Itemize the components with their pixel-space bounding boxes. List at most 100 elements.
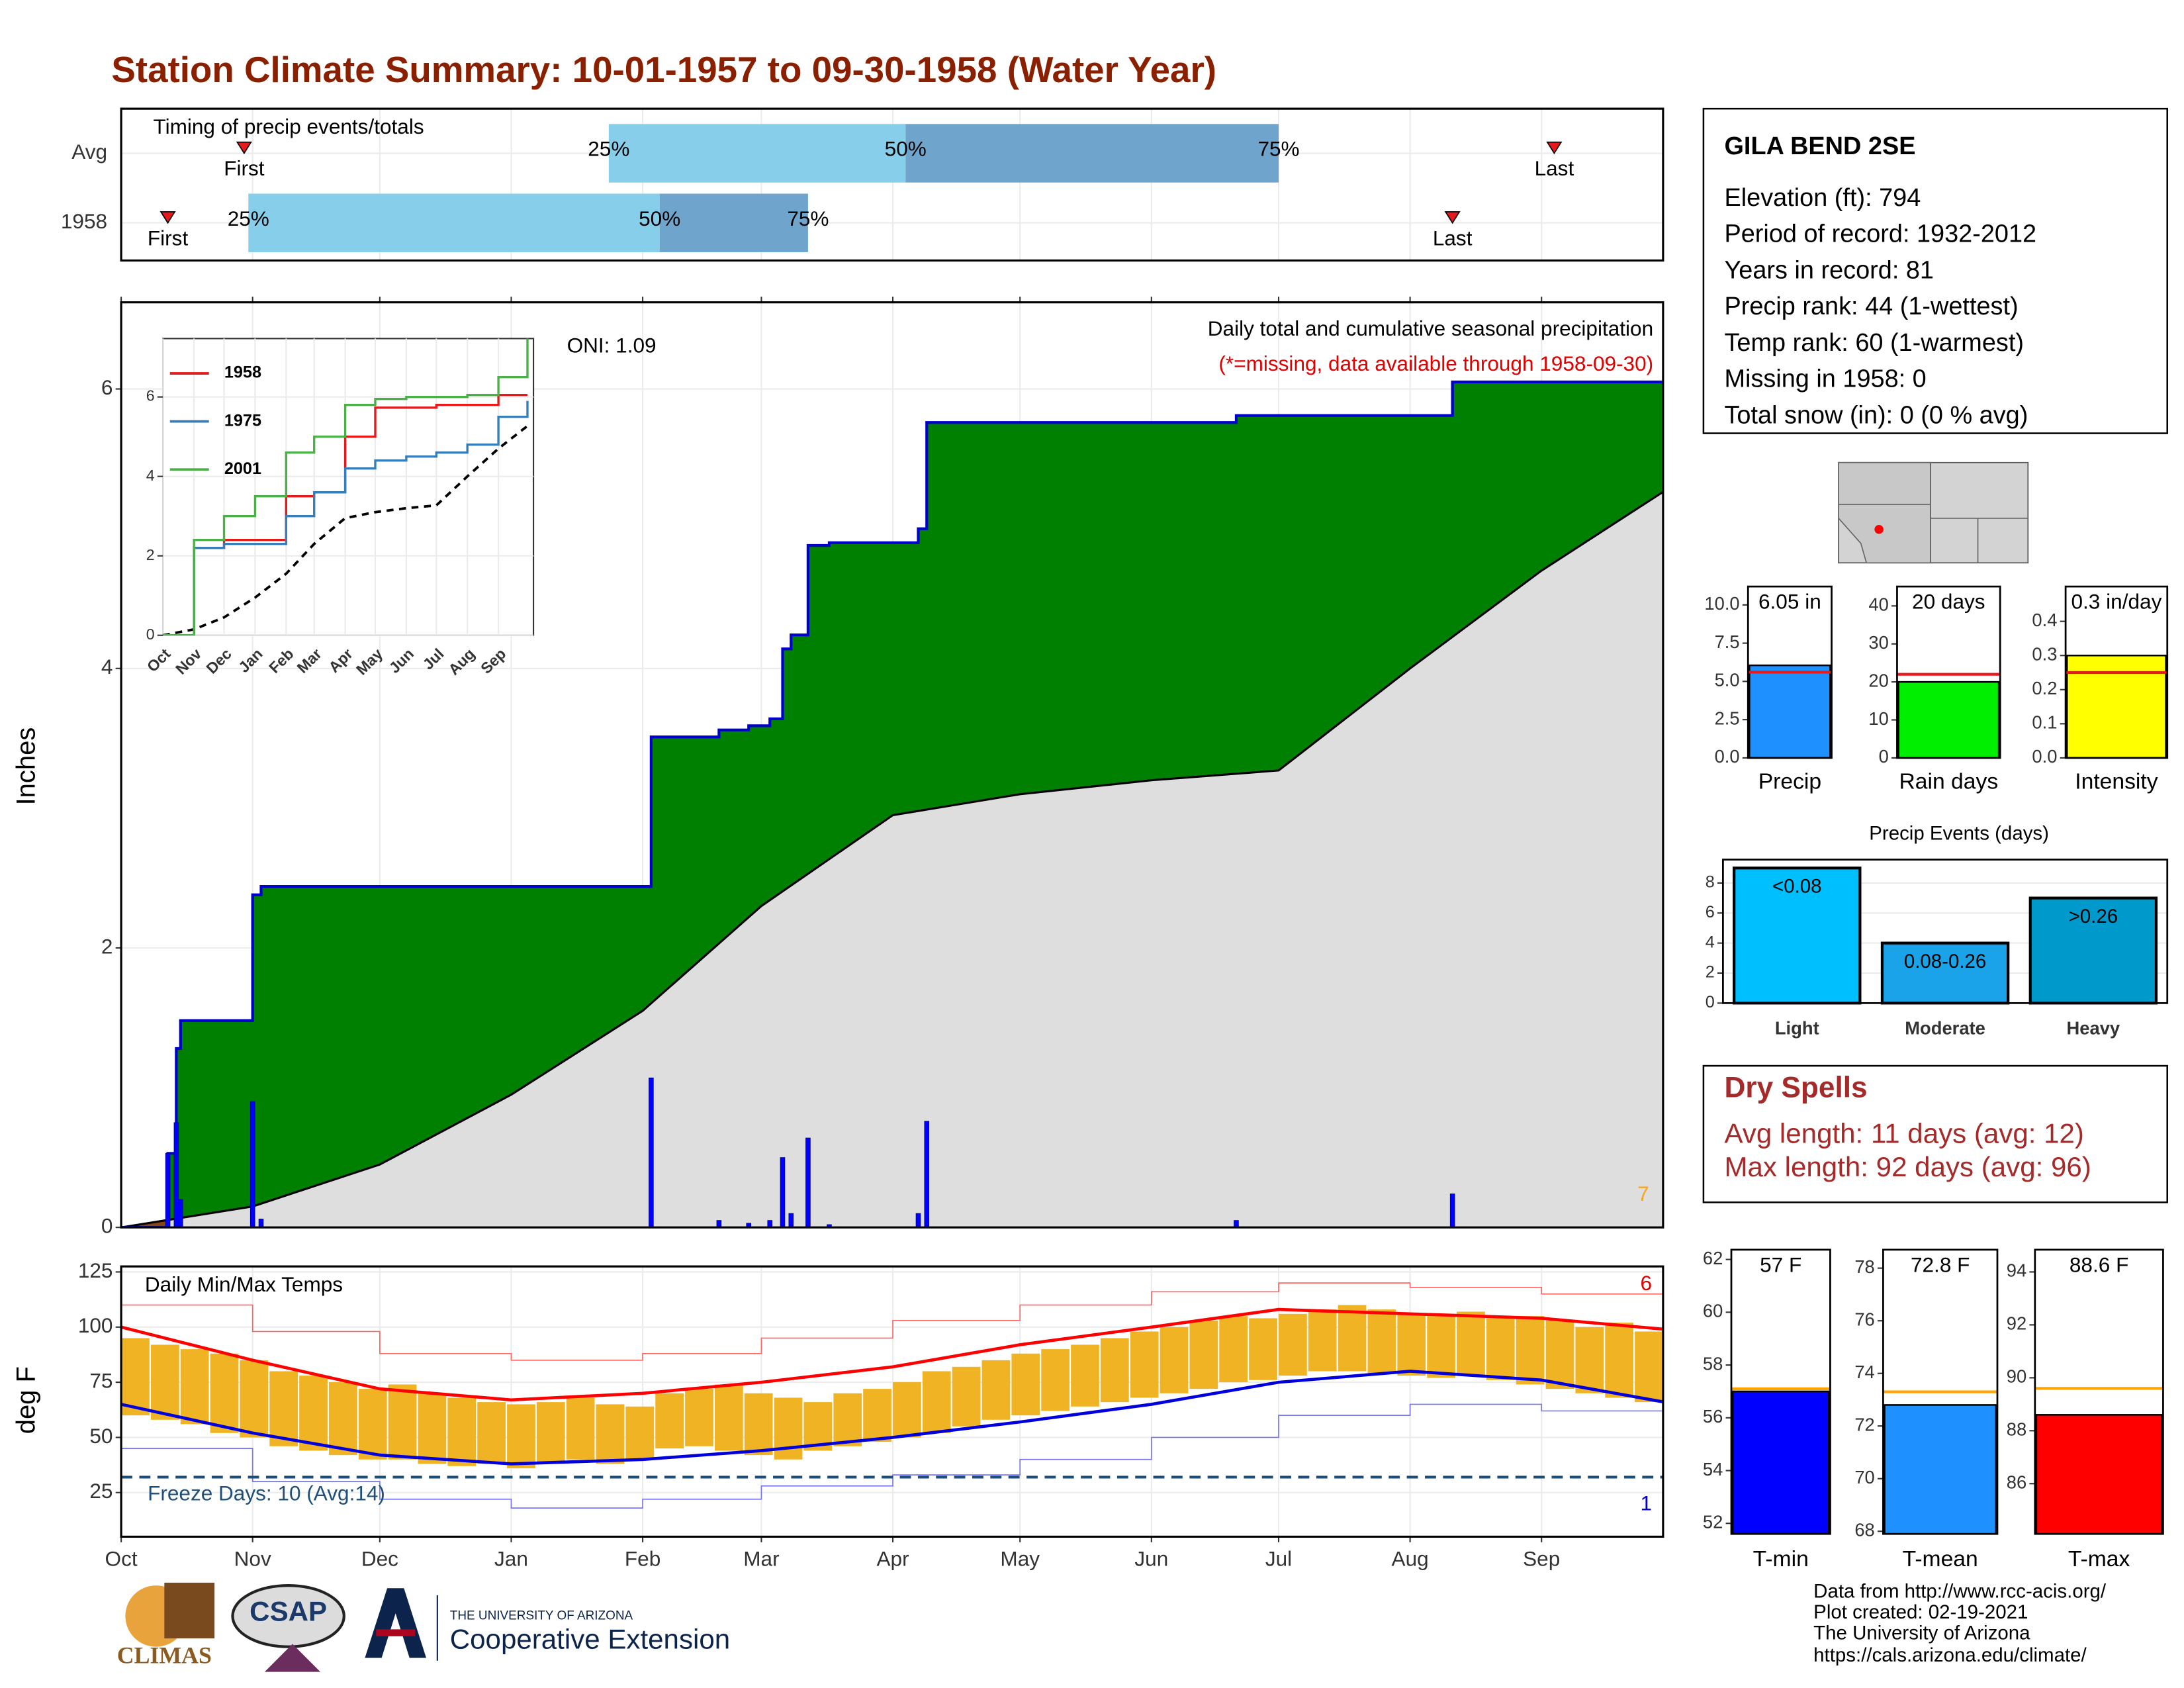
temp-bar	[981, 1360, 1011, 1420]
quantile-label: 50%	[885, 137, 927, 161]
temp-bar	[1486, 1318, 1515, 1380]
temp-bar	[536, 1402, 565, 1464]
temp-bar	[1367, 1309, 1396, 1374]
y-tick-label: 0	[1879, 746, 1889, 767]
plot-frame	[1896, 585, 2001, 759]
csap-mountain	[264, 1644, 321, 1672]
y-tick-label: 74	[1854, 1362, 1874, 1382]
freeze-label: Freeze Days: 10 (Avg:14)	[148, 1481, 385, 1505]
station-line: Precip rank: 44 (1-wettest)	[1724, 293, 2018, 320]
y-tick-label: 88	[2007, 1419, 2026, 1440]
plot-frame	[1722, 859, 2169, 1004]
plot-frame	[2064, 585, 2169, 759]
value-label: 20 days	[1912, 590, 1985, 615]
y-tick-label: 62	[1703, 1248, 1723, 1268]
temp-bar	[1545, 1320, 1574, 1389]
value-label-box: 72.8 F	[1910, 1254, 1970, 1278]
x-tick-label: Nov	[234, 1547, 271, 1571]
climas-logo-block	[164, 1582, 215, 1639]
low-count: 1	[1640, 1491, 1652, 1515]
y-tick-label: 92	[2007, 1313, 2026, 1334]
temp-bar	[358, 1389, 387, 1460]
y-tick-label: 76	[1854, 1309, 1874, 1329]
series-line	[163, 338, 529, 635]
daily-bar	[649, 1077, 654, 1228]
dry-spells-line: Avg length: 11 days (avg: 12)	[1724, 1117, 2083, 1149]
x-tick-label: Jan	[494, 1547, 528, 1571]
temp-bar	[833, 1393, 862, 1446]
page-title: Station Climate Summary: 10-01-1957 to 0…	[111, 49, 1216, 90]
y-tick-label: 6	[146, 387, 155, 404]
daily-bar	[1234, 1220, 1239, 1228]
plot-frame	[120, 107, 1664, 262]
y-tick-label: 0	[101, 1214, 113, 1238]
marker-label: First	[224, 156, 265, 180]
dry-spells-line: Max length: 92 days (avg: 96)	[1724, 1151, 2091, 1182]
footer-line: https://cals.arizona.edu/climate/	[1813, 1644, 2087, 1666]
temp-bar	[1635, 1331, 1663, 1403]
record-count: 7	[1637, 1182, 1649, 1205]
y-tick-label: 68	[1854, 1519, 1874, 1540]
bar	[1897, 680, 2000, 759]
y-tick-label: 10	[1868, 708, 1888, 729]
plot-frame	[120, 1265, 1664, 1538]
temp-bar	[1338, 1305, 1367, 1372]
plot-frame	[1730, 1248, 1831, 1535]
temp-bar	[714, 1384, 743, 1451]
y-tick-label: 0.1	[2032, 712, 2057, 733]
temp-bar	[1279, 1313, 1307, 1376]
logos: CLIMAS CSAP THE UNIVERSITY OF ARIZONA Co…	[117, 1582, 730, 1672]
normal-area	[121, 491, 1663, 1228]
bar	[1731, 1390, 1830, 1535]
map-borders	[1839, 462, 2028, 563]
temp-bar	[1308, 1309, 1337, 1372]
y-tick-label: 8	[1706, 873, 1715, 892]
station-line: Missing in 1958: 0	[1724, 365, 1926, 393]
daily-bar	[805, 1137, 811, 1228]
temp-bar	[1664, 1338, 1693, 1411]
ua-logo	[365, 1588, 427, 1658]
event-marker	[236, 141, 252, 155]
x-tick-label: Mar	[743, 1547, 779, 1571]
temp-bar	[1041, 1349, 1070, 1411]
value-label-box: 88.6 F	[2070, 1254, 2129, 1278]
y-tick-label: 0	[1706, 993, 1715, 1011]
y-tick-label: 6	[1706, 903, 1715, 921]
x-tick-label: Jul	[1265, 1547, 1292, 1571]
y-tick-label: 56	[1703, 1406, 1723, 1427]
daily-bar	[716, 1220, 722, 1228]
category-label: T-min	[1753, 1547, 1809, 1571]
y-tick-label: 94	[2007, 1260, 2026, 1281]
y-tick-label: 40	[1868, 594, 1888, 615]
temp-bar	[418, 1393, 447, 1464]
value-label-box: 20 days	[1912, 590, 1985, 615]
value-label-box: 6.05 in	[1758, 590, 1821, 615]
value-label-box: 0.3 in/day	[2071, 590, 2161, 614]
station-line: Total snow (in): 0 (0 % avg)	[1724, 401, 2028, 429]
y-tick-label: 6	[101, 375, 113, 399]
temp-bar	[655, 1393, 684, 1449]
quartile-bar	[659, 193, 808, 252]
daily-bar	[924, 1121, 930, 1228]
bin-label: >0.26	[2069, 906, 2118, 927]
bin-label: <0.08	[1772, 876, 1822, 898]
series-line	[163, 400, 529, 635]
value-label: 72.8 F	[1910, 1254, 1970, 1278]
y-tick-label: 60	[1703, 1301, 1723, 1321]
normal-line	[121, 491, 1663, 1228]
y-tick-label: 2	[146, 546, 155, 563]
value-label: 6.05 in	[1758, 590, 1821, 615]
y-tick-label: 0.0	[2032, 746, 2057, 767]
x-tick-label: Oct	[105, 1547, 138, 1571]
temp-bar	[1130, 1331, 1159, 1398]
temp-bar	[329, 1382, 357, 1456]
temp-bar	[150, 1344, 179, 1420]
category-label: T-mean	[1903, 1547, 1978, 1571]
station-line: Temp rank: 60 (1-warmest)	[1724, 329, 2024, 357]
x-tick-label: Dec	[361, 1547, 398, 1571]
quantile-label: 75%	[787, 207, 829, 230]
x-tick-label: Feb	[625, 1547, 660, 1571]
quantile-label: 50%	[639, 207, 680, 230]
y-tick-label: 0	[146, 626, 155, 643]
